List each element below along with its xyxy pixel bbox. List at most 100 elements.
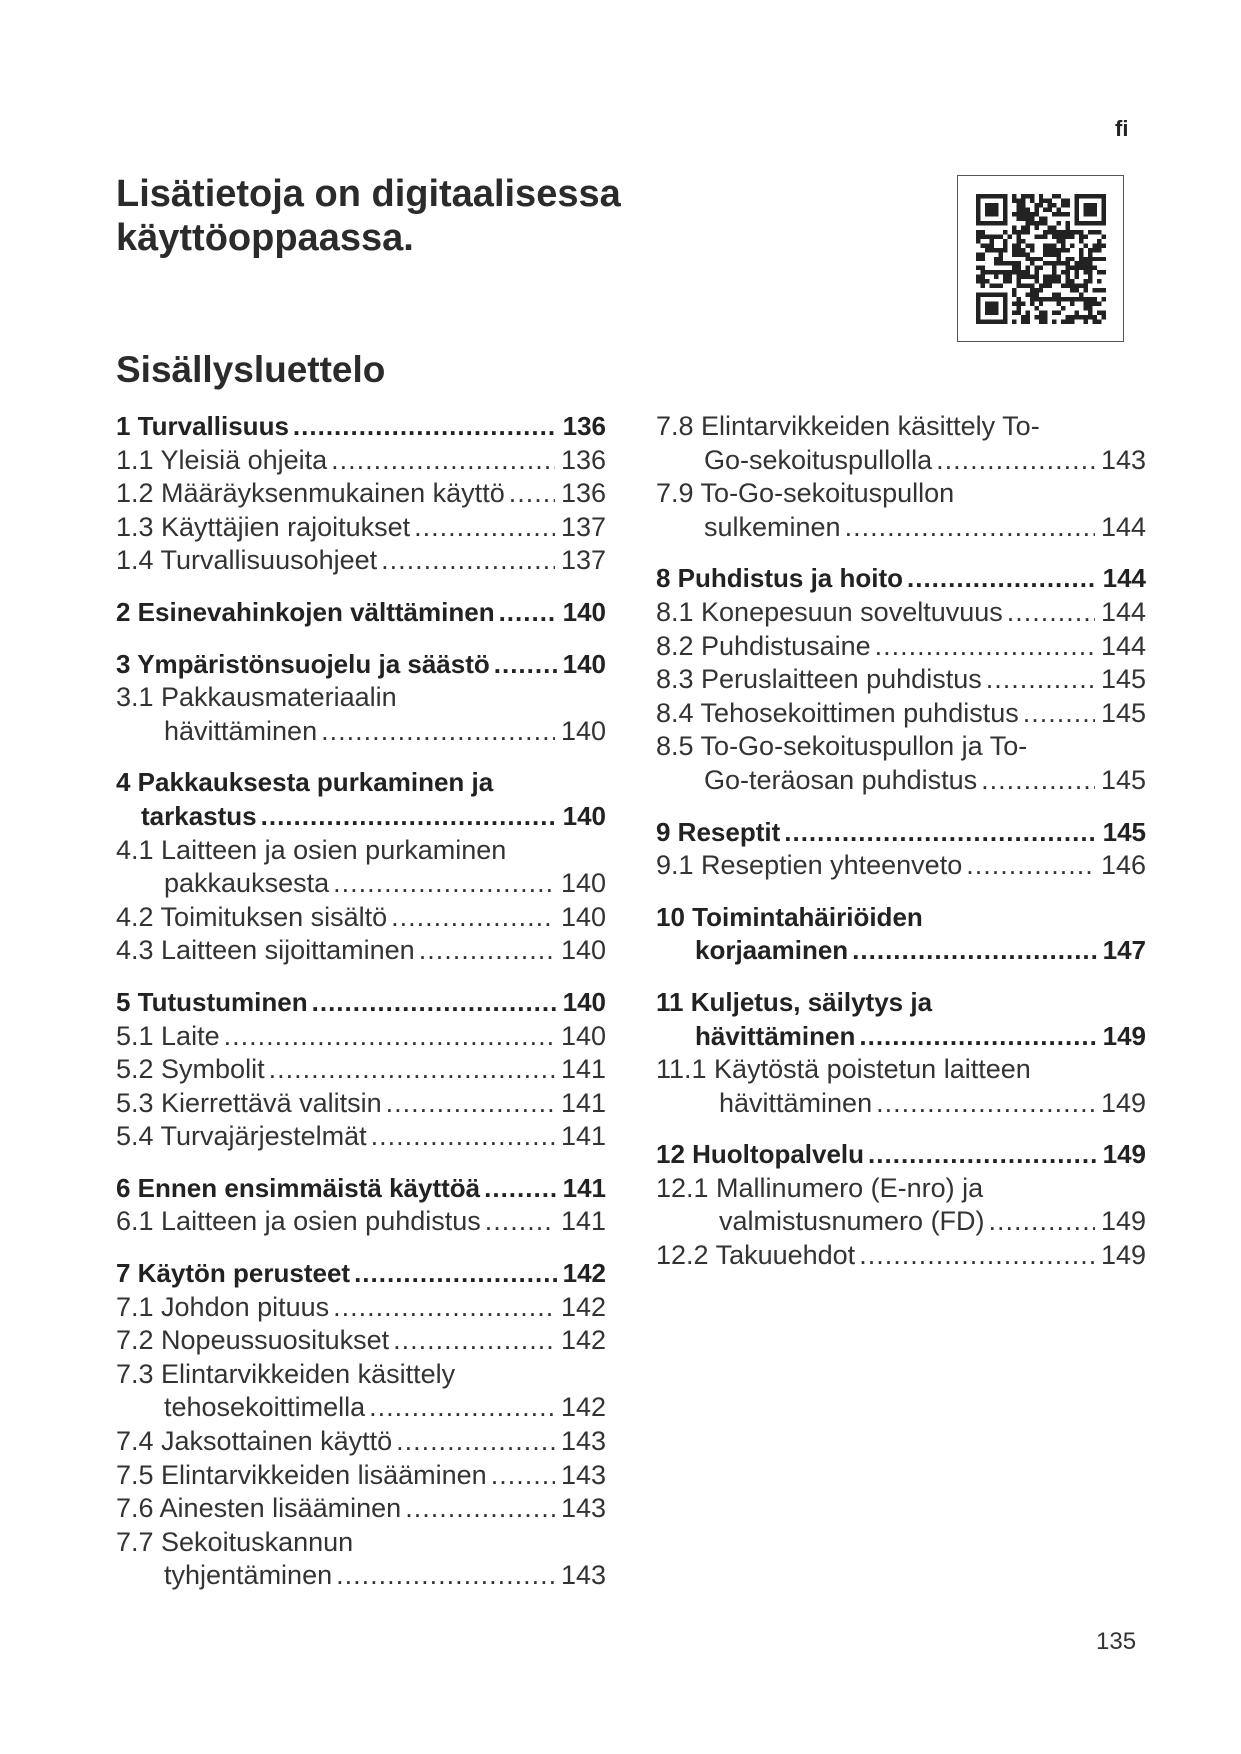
toc-entry-title: 5.1 Laite	[116, 1020, 220, 1051]
toc-entry-page: 143	[560, 1560, 606, 1591]
toc-entry-title: 8.5 To-Go-sekoituspullon ja To-	[656, 731, 1028, 762]
toc-entry[interactable]: 1.4 Turvallisuusohjeet 137	[116, 544, 606, 578]
toc-entry-page: 142	[560, 1325, 606, 1356]
toc-entry[interactable]: 8.5 To-Go-sekoituspullon ja To- Go-teräos…	[656, 730, 1146, 797]
toc-entry[interactable]: 5.3 Kierrettävä valitsin 141	[116, 1087, 606, 1121]
toc-entry-title: 7.9 To-Go-sekoituspullon	[656, 478, 955, 509]
dot-leader	[1007, 596, 1095, 630]
toc-entry[interactable]: 7.8 Elintarvikkeiden käsittely To- Go-sek…	[656, 410, 1146, 477]
toc-entry[interactable]: 8.2 Puhdistusaine 144	[656, 630, 1146, 664]
toc-entry-title: 8.3 Peruslaitteen puhdistus	[656, 664, 982, 695]
toc-entry[interactable]: 12.1 Mallinumero (E-nro) ja valmistusnume…	[656, 1172, 1146, 1239]
toc-entry[interactable]: 6.1 Laitteen ja osien puhdistus 141	[116, 1205, 606, 1239]
toc-entry-page: 137	[560, 511, 606, 542]
toc-entry[interactable]: 8.4 Tehosekoittimen puhdistus 145	[656, 697, 1146, 731]
toc-entry-page: 140	[560, 715, 606, 746]
toc-entry[interactable]: 7.5 Elintarvikkeiden lisääminen 143	[116, 1459, 606, 1493]
toc-entry-page: 143	[560, 1426, 606, 1457]
toc-entry-title: Go-sekoituspullolla	[704, 444, 933, 475]
toc-entry[interactable]: 1.3 Käyttäjien rajoitukset 137	[116, 511, 606, 545]
dot-leader	[1023, 697, 1095, 731]
dot-leader	[224, 1020, 555, 1054]
toc-entry[interactable]: 7.4 Jaksottainen käyttö 143	[116, 1425, 606, 1459]
toc-entry[interactable]: 1.1 Yleisiä ohjeita 136	[116, 444, 606, 478]
toc-entry-page: 147	[1102, 935, 1146, 966]
toc-entry-page: 136	[560, 478, 606, 509]
toc-entry-title: 3 Ympäristönsuojelu ja säästö	[116, 648, 490, 679]
toc-entry-title: pakkauksesta	[164, 868, 330, 899]
toc-entry[interactable]: 12 Huoltopalvelu 149	[656, 1138, 1146, 1172]
dot-leader	[485, 1205, 555, 1239]
page-heading: Lisätietoja on digitaalisessa käyttöoppa…	[116, 172, 621, 260]
toc-entry-title: 2 Esinevahinkojen välttäminen	[116, 596, 495, 627]
toc-title: Sisällysluettelo	[116, 349, 386, 390]
toc-entry-title: 12.2 Takuuehdot	[656, 1240, 856, 1271]
dot-leader	[312, 986, 557, 1020]
toc-entry[interactable]: 7.2 Nopeussuositukset 142	[116, 1324, 606, 1358]
toc-entry[interactable]: 12.2 Takuuehdot 149	[656, 1239, 1146, 1273]
dot-leader	[859, 1020, 1096, 1054]
toc-entry-title: Go-teräosan puhdistus	[704, 764, 978, 795]
dot-leader	[405, 1492, 555, 1526]
dot-leader	[494, 648, 557, 682]
toc-entry-page: 141	[560, 1121, 606, 1152]
toc-entry-page: 146	[1100, 850, 1146, 881]
toc-entry[interactable]: 1.2 Määräyksenmukainen käyttö 136	[116, 477, 606, 511]
toc-entry-title: 4.2 Toimituksen sisältö	[116, 901, 388, 932]
toc-entry[interactable]: 5.1 Laite 140	[116, 1020, 606, 1054]
toc-entry[interactable]: 7.1 Johdon pituus 142	[116, 1291, 606, 1325]
dot-leader	[419, 934, 555, 968]
toc-entry-page: 137	[560, 545, 606, 576]
toc-entry[interactable]: 9.1 Reseptien yhteenveto 146	[656, 849, 1146, 883]
toc-entry-title: 4 Pakkauksesta purkaminen ja	[116, 767, 494, 798]
toc-entry-page: 142	[560, 1392, 606, 1423]
dot-leader	[293, 410, 557, 444]
toc-entry[interactable]: 8 Puhdistus ja hoito 144	[656, 562, 1146, 596]
toc-entry-page: 140	[560, 901, 606, 932]
toc-entry[interactable]: 6 Ennen ensimmäistä käyttöä 141	[116, 1172, 606, 1206]
toc-entry-title: 1.2 Määräyksenmukainen käyttö	[116, 478, 505, 509]
toc-entry[interactable]: 4.1 Laitteen ja osien purkaminen pakkauks…	[116, 834, 606, 901]
toc-entry[interactable]: 5 Tutustuminen 140	[116, 986, 606, 1020]
toc-entry[interactable]: 9 Reseptit 145	[656, 816, 1146, 850]
toc-entry[interactable]: 7.3 Elintarvikkeiden käsittely tehosekoit…	[116, 1358, 606, 1425]
toc-entry[interactable]: 11.1 Käytöstä poistetun laitteen hävittäm…	[656, 1053, 1146, 1120]
toc-entry-page: 140	[560, 935, 606, 966]
toc-entry-title: 12 Huoltopalvelu	[656, 1139, 865, 1170]
toc-entry[interactable]: 5.4 Turvajärjestelmät 141	[116, 1120, 606, 1154]
toc-entry-page: 145	[1100, 697, 1146, 728]
toc-entry-page: 144	[1100, 596, 1146, 627]
toc-entry[interactable]: 8.1 Konepesuun soveltuvuus 144	[656, 596, 1146, 630]
toc-entry-title: hävittäminen	[164, 715, 318, 746]
toc-entry-title: 11 Kuljetus, säilytys ja	[656, 986, 933, 1017]
toc-entry-title: 4.1 Laitteen ja osien purkaminen	[116, 834, 507, 865]
toc-entry[interactable]: 7 Käytön perusteet 142	[116, 1257, 606, 1291]
toc-entry[interactable]: 5.2 Symbolit 141	[116, 1053, 606, 1087]
toc-entry-page: 145	[1100, 664, 1146, 695]
toc-entry[interactable]: 7.6 Ainesten lisääminen 143	[116, 1492, 606, 1526]
toc-entry-page: 143	[560, 1459, 606, 1490]
toc-entry[interactable]: 4.3 Laitteen sijoittaminen 140	[116, 934, 606, 968]
toc-entry[interactable]: 8.3 Peruslaitteen puhdistus 145	[656, 663, 1146, 697]
toc-entry-page: 149	[1102, 1139, 1146, 1170]
toc-entry[interactable]: 3 Ympäristönsuojelu ja säästö 140	[116, 648, 606, 682]
dot-leader	[859, 1239, 1095, 1273]
language-code: fi	[1115, 116, 1129, 141]
toc-entry-title: 7.4 Jaksottainen käyttö	[116, 1426, 393, 1457]
dot-leader	[371, 1120, 555, 1154]
dot-leader	[269, 1053, 555, 1087]
toc-entry-page: 142	[562, 1258, 606, 1289]
toc-entry-title: 10 Toimintahäiriöiden	[656, 901, 923, 932]
dot-leader	[936, 444, 1095, 478]
toc-entry-title: 8.4 Tehosekoittimen puhdistus	[656, 697, 1019, 728]
toc-entry[interactable]: 4.2 Toimituksen sisältö 140	[116, 901, 606, 935]
toc-entry[interactable]: 1 Turvallisuus 136	[116, 410, 606, 444]
toc-entry[interactable]: 2 Esinevahinkojen välttäminen 140	[116, 596, 606, 630]
toc-entry-title: 7.1 Johdon pituus	[116, 1291, 330, 1322]
